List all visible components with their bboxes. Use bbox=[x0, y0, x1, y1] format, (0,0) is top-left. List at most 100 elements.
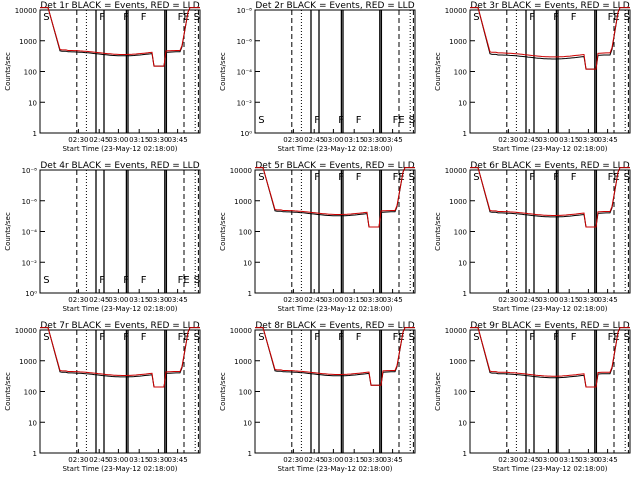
plot-frame bbox=[469, 9, 631, 134]
y-tick-label: 10⁻² bbox=[22, 259, 38, 267]
flag-label: S bbox=[43, 275, 49, 286]
y-tick-label: 10 bbox=[458, 99, 467, 107]
series-lld-line bbox=[255, 167, 415, 228]
y-tick-label: 10000 bbox=[230, 327, 252, 335]
x-tick-label: 03:30 bbox=[148, 296, 168, 304]
flag-label: F bbox=[338, 332, 344, 343]
panel-det-5: Det 5r BLACK = Events, RED = LLD 1 10 100 10… bbox=[219, 161, 416, 313]
flag-label: F bbox=[123, 332, 129, 343]
x-tick-label: 03:00 bbox=[323, 296, 343, 304]
flag-label: FE bbox=[608, 172, 620, 183]
flag-label: F bbox=[553, 172, 559, 183]
flag-label: S bbox=[258, 332, 264, 343]
flag-label: F bbox=[314, 172, 320, 183]
y-tick-label: 1 bbox=[33, 450, 37, 458]
flag-label: F bbox=[99, 275, 105, 286]
y-tick-label: 100 bbox=[239, 389, 252, 397]
x-tick-label: 03:45 bbox=[168, 456, 188, 464]
panel-title: Det 4r BLACK = Events, RED = LLD bbox=[40, 161, 199, 171]
x-tick-label: 02:45 bbox=[519, 456, 539, 464]
y-tick-label: 1000 bbox=[19, 358, 37, 366]
x-axis-label: Start Time (23-May-12 02:18:00) bbox=[62, 305, 177, 313]
series-events-line bbox=[470, 7, 630, 70]
x-axis-label: Start Time (23-May-12 02:18:00) bbox=[492, 465, 607, 473]
x-tick-label: 02:30 bbox=[498, 456, 518, 464]
y-tick-label: 1000 bbox=[449, 358, 467, 366]
y-tick-label: 10 bbox=[243, 259, 252, 267]
flag-label: F bbox=[356, 172, 362, 183]
y-tick-label: 1 bbox=[463, 130, 467, 138]
y-axis-label: Counts/sec bbox=[434, 52, 442, 91]
series-lld-line bbox=[40, 327, 200, 388]
flag-label: F bbox=[338, 172, 344, 183]
series-events-line bbox=[40, 7, 200, 67]
flag-label: F bbox=[356, 115, 362, 126]
x-tick-label: 03:15 bbox=[129, 296, 149, 304]
x-tick-label: 02:45 bbox=[519, 136, 539, 144]
x-tick-label: 03:45 bbox=[383, 296, 403, 304]
y-tick-label: 10⁻⁸ bbox=[22, 167, 38, 175]
panel-det-9: Det 9r BLACK = Events, RED = LLD 1 10 100 10… bbox=[434, 321, 631, 473]
flag-label: S bbox=[624, 12, 630, 23]
x-tick-label: 03:00 bbox=[323, 456, 343, 464]
flag-label: S bbox=[194, 332, 200, 343]
y-tick-label: 1 bbox=[33, 130, 37, 138]
panel-title: Det 6r BLACK = Events, RED = LLD bbox=[470, 161, 629, 171]
series-lld-line bbox=[255, 327, 415, 386]
x-tick-label: 03:15 bbox=[559, 136, 579, 144]
x-tick-label: 03:30 bbox=[148, 136, 168, 144]
panel-title: Det 5r BLACK = Events, RED = LLD bbox=[255, 161, 414, 171]
panel-title: Det 2r BLACK = Events, RED = LLD bbox=[255, 1, 414, 11]
x-tick-label: 02:30 bbox=[283, 136, 303, 144]
series-events-line bbox=[40, 327, 200, 388]
x-tick-label: 03:45 bbox=[383, 456, 403, 464]
x-tick-label: 03:30 bbox=[578, 456, 598, 464]
plot-frame bbox=[39, 329, 201, 454]
series-events-line bbox=[470, 167, 630, 228]
y-tick-label: 10 bbox=[243, 419, 252, 427]
flag-label: S bbox=[409, 115, 415, 126]
y-tick-label: 1 bbox=[248, 290, 252, 298]
y-axis-label: Counts/sec bbox=[4, 212, 12, 251]
x-tick-label: 02:30 bbox=[498, 136, 518, 144]
x-tick-label: 03:15 bbox=[129, 136, 149, 144]
y-tick-label: 10⁻⁸ bbox=[237, 7, 253, 15]
x-tick-label: 02:30 bbox=[283, 296, 303, 304]
x-axis-label: Start Time (23-May-12 02:18:00) bbox=[277, 465, 392, 473]
flag-label: F bbox=[529, 172, 535, 183]
flag-label: F bbox=[553, 12, 559, 23]
y-tick-label: 100 bbox=[454, 229, 467, 237]
flag-label: S bbox=[194, 12, 200, 23]
x-axis-label: Start Time (23-May-12 02:18:00) bbox=[277, 145, 392, 153]
flag-label: F bbox=[314, 115, 320, 126]
flag-label: FE bbox=[178, 12, 190, 23]
y-tick-label: 1000 bbox=[234, 198, 252, 206]
y-tick-label: 10000 bbox=[445, 167, 467, 175]
panel-det-1: Det 1r BLACK = Events, RED = LLD 1 10 100 10… bbox=[4, 1, 201, 153]
x-tick-label: 03:00 bbox=[108, 136, 128, 144]
flag-label: S bbox=[409, 332, 415, 343]
y-axis-label: Counts/sec bbox=[434, 372, 442, 411]
flag-label: F bbox=[141, 12, 147, 23]
panel-title: Det 9r BLACK = Events, RED = LLD bbox=[470, 321, 629, 331]
series-events-line bbox=[255, 167, 415, 228]
y-tick-label: 10000 bbox=[15, 7, 37, 15]
x-tick-label: 03:45 bbox=[383, 136, 403, 144]
y-tick-label: 1000 bbox=[449, 198, 467, 206]
y-tick-label: 100 bbox=[24, 69, 37, 77]
flag-label: F bbox=[571, 172, 577, 183]
flag-label: F bbox=[571, 332, 577, 343]
x-tick-label: 02:30 bbox=[283, 456, 303, 464]
panel-det-6: Det 6r BLACK = Events, RED = LLD 1 10 100 10… bbox=[434, 161, 631, 313]
x-tick-label: 02:45 bbox=[89, 456, 109, 464]
panel-title: Det 7r BLACK = Events, RED = LLD bbox=[40, 321, 199, 331]
x-tick-label: 02:30 bbox=[68, 296, 88, 304]
x-tick-label: 03:00 bbox=[108, 456, 128, 464]
flag-label: FE bbox=[393, 172, 405, 183]
plot-frame bbox=[254, 169, 416, 294]
x-tick-label: 03:00 bbox=[538, 296, 558, 304]
plot-frame bbox=[469, 329, 631, 454]
flag-label: F bbox=[141, 275, 147, 286]
x-tick-label: 03:15 bbox=[559, 296, 579, 304]
x-tick-label: 02:45 bbox=[89, 136, 109, 144]
